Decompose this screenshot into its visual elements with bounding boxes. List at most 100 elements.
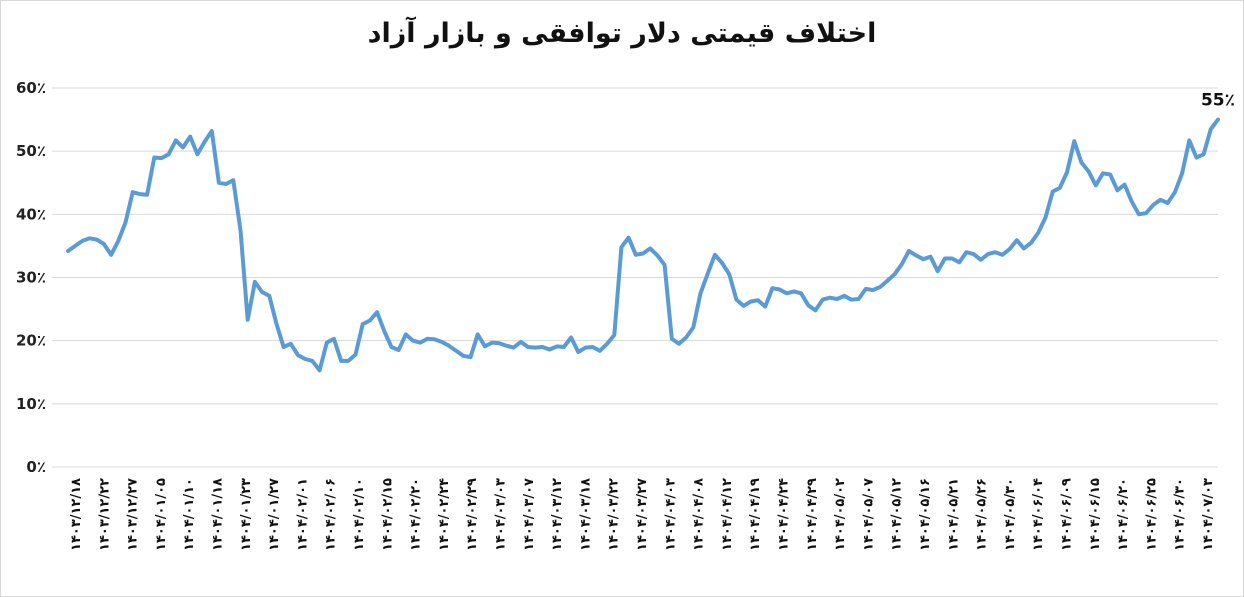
data-point — [477, 334, 478, 335]
data-point — [298, 355, 299, 356]
data-point — [1074, 141, 1075, 142]
x-tick-label: ۱۴۰۳/۱۲/۲۷ — [126, 478, 141, 551]
x-tick-label: ۱۴۰۴/۰۵/۱۲ — [890, 478, 905, 551]
data-point — [226, 184, 227, 185]
data-point — [413, 340, 414, 341]
data-point — [218, 182, 219, 183]
data-point — [262, 292, 263, 293]
data-point — [492, 342, 493, 343]
data-point — [355, 354, 356, 355]
data-point — [873, 290, 874, 291]
data-point — [858, 299, 859, 300]
data-point — [405, 334, 406, 335]
data-point — [585, 347, 586, 348]
data-point — [844, 295, 845, 296]
data-point — [865, 288, 866, 289]
data-point — [1031, 242, 1032, 243]
data-point — [700, 293, 701, 294]
data-point — [1110, 174, 1111, 175]
data-point — [786, 293, 787, 294]
data-point — [441, 341, 442, 342]
data-point — [276, 323, 277, 324]
data-point — [1153, 204, 1154, 205]
x-tick-label: ۱۴۰۴/۰۲/۱۵ — [380, 478, 395, 551]
y-tick-label: 60٪ — [16, 79, 46, 97]
data-point — [1182, 173, 1183, 174]
x-tick-label: ۱۴۰۴/۰۷/۰۳ — [1201, 478, 1216, 551]
data-point — [154, 157, 155, 158]
data-point — [815, 310, 816, 311]
data-point — [312, 360, 313, 361]
data-point — [290, 343, 291, 344]
x-tick-label: ۱۴۰۳/۱۲/۱۸ — [69, 478, 84, 551]
y-tick-label: 50٪ — [16, 142, 46, 160]
data-point — [1131, 201, 1132, 202]
data-point — [89, 238, 90, 239]
data-point — [1189, 140, 1190, 141]
data-point — [118, 240, 119, 241]
data-point — [305, 359, 306, 360]
x-tick-label: ۱۴۰۴/۰۳/۰۳ — [494, 478, 509, 551]
series-group — [66, 117, 1220, 373]
data-point — [319, 370, 320, 371]
data-point — [628, 237, 629, 238]
data-point — [1088, 171, 1089, 172]
data-point — [1174, 192, 1175, 193]
data-point — [1095, 185, 1096, 186]
data-point — [161, 158, 162, 159]
data-point — [384, 331, 385, 332]
data-point — [147, 194, 148, 195]
x-tick-label: ۱۴۰۴/۰۱/۲۳ — [239, 478, 254, 551]
x-axis-ticks: ۱۴۰۳/۱۲/۱۸ ۱۴۰۳/۱۲/۲۲ ۱۴۰۳/۱۲/۲۷ ۱۴۰۴/۰۱/۰۵… — [69, 478, 1216, 551]
data-point — [966, 252, 967, 253]
data-point — [707, 273, 708, 274]
data-point — [1160, 199, 1161, 200]
data-point — [894, 274, 895, 275]
data-point — [168, 154, 169, 155]
x-tick-label: ۱۴۰۴/۰۵/۳۰ — [1003, 478, 1018, 551]
data-point — [434, 339, 435, 340]
x-tick-label: ۱۴۰۴/۰۴/۱۹ — [748, 478, 763, 551]
data-point — [456, 350, 457, 351]
data-point — [1167, 203, 1168, 204]
data-point — [1002, 254, 1003, 255]
data-point — [571, 337, 572, 338]
data-point — [211, 131, 212, 132]
data-point — [952, 258, 953, 259]
data-point — [578, 352, 579, 353]
x-tick-label: ۱۴۰۴/۰۴/۰۸ — [692, 478, 707, 551]
data-point — [1218, 119, 1219, 120]
y-tick-label: 30٪ — [16, 269, 46, 287]
series-line — [66, 117, 1220, 373]
data-point — [448, 345, 449, 346]
data-point — [75, 245, 76, 246]
data-point — [635, 254, 636, 255]
data-point — [714, 254, 715, 255]
x-tick-label: ۱۴۰۴/۰۶/۲۰ — [1116, 478, 1131, 551]
data-point — [506, 345, 507, 346]
data-point — [923, 259, 924, 260]
data-point — [657, 255, 658, 256]
data-point — [1117, 190, 1118, 191]
data-point — [1081, 162, 1082, 163]
data-point — [599, 350, 600, 351]
x-tick-label: ۱۴۰۴/۰۳/۱۲ — [550, 478, 565, 551]
data-point — [1196, 157, 1197, 158]
data-point — [808, 305, 809, 306]
data-point — [556, 346, 557, 347]
data-point — [427, 338, 428, 339]
data-point — [671, 338, 672, 339]
data-point — [369, 320, 370, 321]
data-point — [240, 230, 241, 231]
data-point — [686, 337, 687, 338]
data-point — [197, 154, 198, 155]
data-point — [643, 253, 644, 254]
data-point — [664, 264, 665, 265]
data-point — [96, 239, 97, 240]
x-tick-label: ۱۴۰۴/۰۴/۱۲ — [720, 478, 735, 551]
data-point — [1203, 154, 1204, 155]
x-tick-label: ۱۴۰۳/۱۲/۲۲ — [97, 478, 112, 551]
x-tick-label: ۱۴۰۴/۰۴/۰۳ — [663, 478, 678, 551]
